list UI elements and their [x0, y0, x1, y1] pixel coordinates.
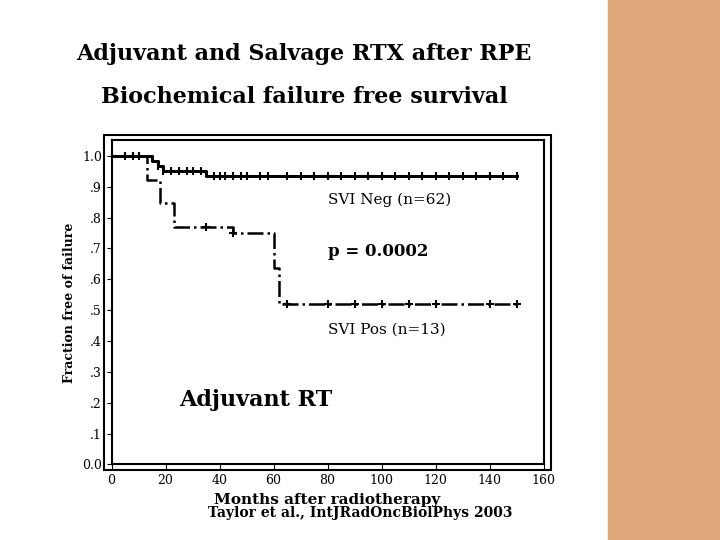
- Text: Biochemical failure free survival: Biochemical failure free survival: [101, 86, 508, 108]
- X-axis label: Months after radiotherapy: Months after radiotherapy: [215, 492, 441, 507]
- Text: SVI Neg (n=62): SVI Neg (n=62): [328, 192, 451, 207]
- Text: p = 0.0002: p = 0.0002: [328, 243, 428, 260]
- Y-axis label: Fraction free of failure: Fraction free of failure: [63, 222, 76, 382]
- Text: Adjuvant and Salvage RTX after RPE: Adjuvant and Salvage RTX after RPE: [76, 43, 532, 65]
- Text: SVI Pos (n=13): SVI Pos (n=13): [328, 322, 445, 336]
- Text: Taylor et al., IntJRadOncBiolPhys 2003: Taylor et al., IntJRadOncBiolPhys 2003: [208, 506, 512, 520]
- Text: Adjuvant RT: Adjuvant RT: [179, 389, 333, 411]
